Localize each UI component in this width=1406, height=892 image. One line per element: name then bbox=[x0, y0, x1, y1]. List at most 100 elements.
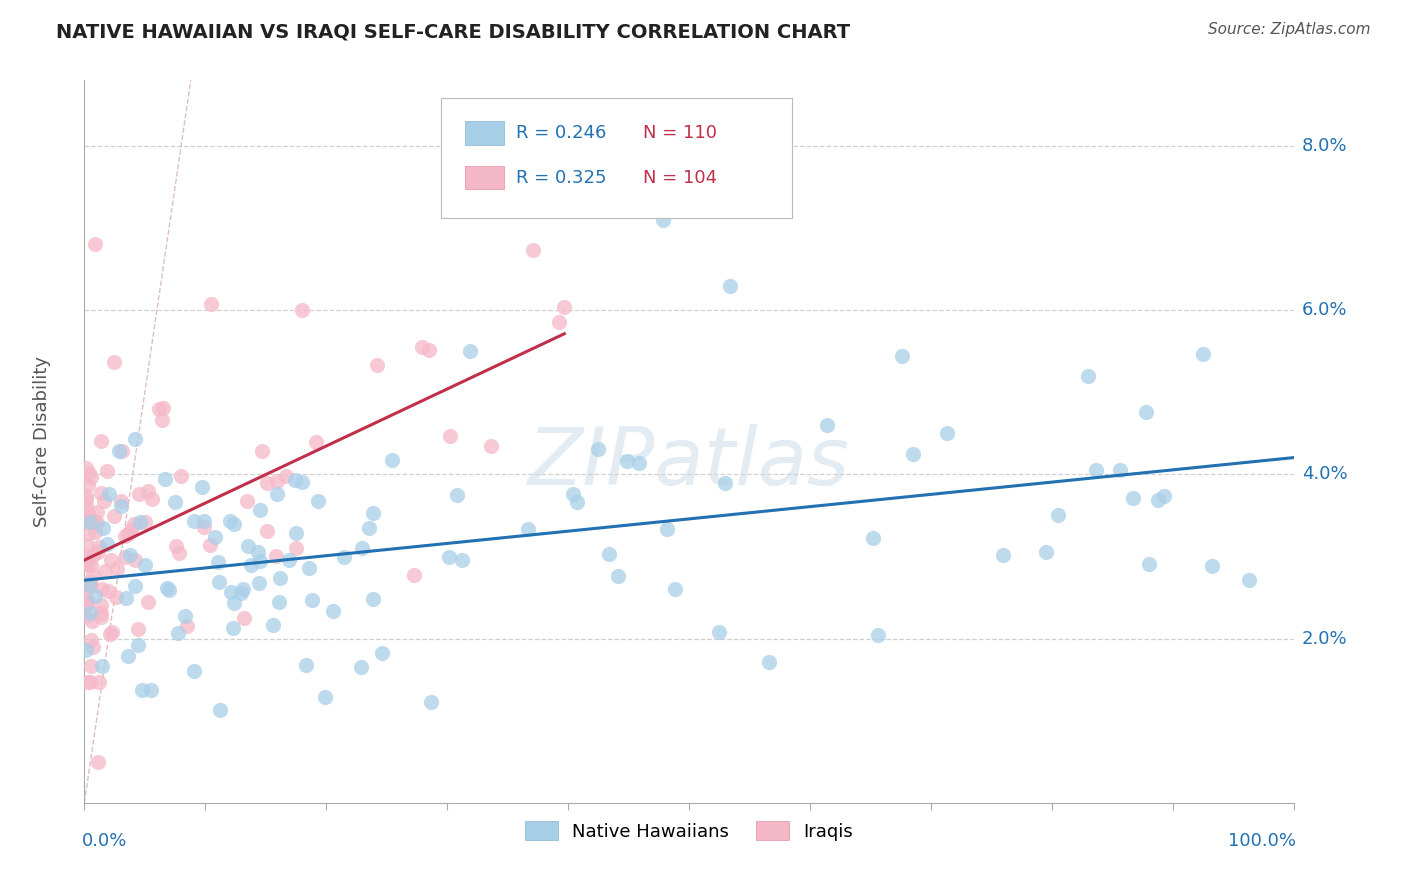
Point bbox=[446, 488, 468, 502]
Point bbox=[411, 340, 433, 354]
Point bbox=[117, 527, 139, 541]
Point bbox=[266, 475, 288, 489]
FancyBboxPatch shape bbox=[441, 98, 792, 218]
Point bbox=[305, 434, 328, 449]
Point bbox=[236, 494, 259, 508]
Point bbox=[322, 604, 344, 618]
Point bbox=[108, 444, 131, 458]
Point bbox=[350, 541, 373, 555]
Point bbox=[80, 514, 103, 528]
Point bbox=[76, 514, 98, 528]
Point bbox=[256, 475, 278, 490]
Point bbox=[77, 555, 100, 569]
Point bbox=[82, 548, 104, 562]
Point bbox=[86, 516, 108, 531]
Point bbox=[86, 505, 108, 519]
Point bbox=[134, 515, 156, 529]
Point bbox=[1046, 508, 1069, 523]
Text: Source: ZipAtlas.com: Source: ZipAtlas.com bbox=[1208, 22, 1371, 37]
Point bbox=[291, 303, 314, 318]
Point bbox=[93, 494, 115, 508]
Point bbox=[105, 562, 128, 576]
Point bbox=[80, 659, 103, 673]
Point bbox=[98, 487, 121, 501]
Point bbox=[83, 524, 105, 539]
Point bbox=[115, 591, 138, 606]
Point bbox=[285, 541, 308, 555]
Point bbox=[183, 664, 205, 678]
Point bbox=[314, 690, 336, 704]
Point bbox=[77, 478, 100, 492]
Text: 4.0%: 4.0% bbox=[1302, 466, 1347, 483]
Point bbox=[124, 432, 146, 446]
Point bbox=[114, 550, 136, 565]
Legend: Native Hawaiians, Iraqis: Native Hawaiians, Iraqis bbox=[517, 814, 860, 848]
Point bbox=[252, 444, 274, 458]
Point bbox=[166, 626, 188, 640]
Text: 100.0%: 100.0% bbox=[1227, 831, 1296, 850]
Point bbox=[891, 350, 914, 364]
Point bbox=[120, 523, 142, 537]
Point bbox=[295, 658, 318, 673]
Point bbox=[82, 640, 104, 655]
Point bbox=[124, 579, 146, 593]
Point bbox=[79, 577, 101, 591]
Point bbox=[862, 531, 884, 545]
Text: 6.0%: 6.0% bbox=[1302, 301, 1347, 319]
Point bbox=[1035, 544, 1057, 558]
Point bbox=[76, 597, 98, 611]
Point bbox=[165, 539, 187, 553]
Point bbox=[247, 575, 270, 590]
Text: NATIVE HAWAIIAN VS IRAQI SELF-CARE DISABILITY CORRELATION CHART: NATIVE HAWAIIAN VS IRAQI SELF-CARE DISAB… bbox=[56, 22, 851, 41]
Point bbox=[936, 425, 959, 440]
Point bbox=[198, 538, 221, 552]
Point bbox=[103, 508, 125, 523]
Point bbox=[75, 608, 97, 623]
Point bbox=[284, 526, 307, 541]
Point bbox=[207, 555, 229, 569]
Point bbox=[208, 574, 231, 589]
Point bbox=[75, 489, 97, 503]
Point bbox=[553, 301, 575, 315]
Point bbox=[84, 237, 107, 252]
Point bbox=[77, 525, 100, 540]
Point bbox=[110, 499, 132, 513]
Text: R = 0.246: R = 0.246 bbox=[516, 124, 606, 142]
Point bbox=[247, 544, 270, 558]
Point bbox=[183, 514, 205, 528]
Point bbox=[79, 674, 101, 689]
Point bbox=[1108, 462, 1130, 476]
Text: ZIPatlas: ZIPatlas bbox=[527, 425, 851, 502]
Point bbox=[76, 538, 98, 552]
Point bbox=[366, 358, 388, 372]
Point bbox=[200, 296, 222, 310]
Text: N = 110: N = 110 bbox=[643, 124, 717, 142]
Point bbox=[97, 583, 120, 598]
Point bbox=[236, 539, 259, 553]
Point bbox=[79, 579, 101, 593]
Point bbox=[79, 558, 101, 572]
Point bbox=[111, 444, 134, 458]
Point bbox=[90, 659, 112, 673]
Point bbox=[90, 606, 112, 620]
Point bbox=[79, 574, 101, 589]
Point bbox=[82, 568, 104, 582]
Point bbox=[439, 429, 461, 443]
Point bbox=[233, 611, 256, 625]
Point bbox=[80, 469, 103, 483]
Point bbox=[110, 494, 132, 508]
Point bbox=[224, 596, 246, 610]
Point bbox=[101, 624, 124, 639]
Point bbox=[93, 521, 115, 535]
Point bbox=[117, 649, 139, 664]
Point bbox=[90, 610, 112, 624]
Point bbox=[134, 558, 156, 572]
Point bbox=[156, 581, 179, 595]
Point bbox=[479, 439, 502, 453]
Point bbox=[176, 619, 198, 633]
Point bbox=[249, 502, 271, 516]
Point bbox=[627, 456, 650, 470]
Point bbox=[83, 514, 105, 528]
Point bbox=[451, 553, 474, 567]
Point bbox=[1085, 462, 1108, 476]
